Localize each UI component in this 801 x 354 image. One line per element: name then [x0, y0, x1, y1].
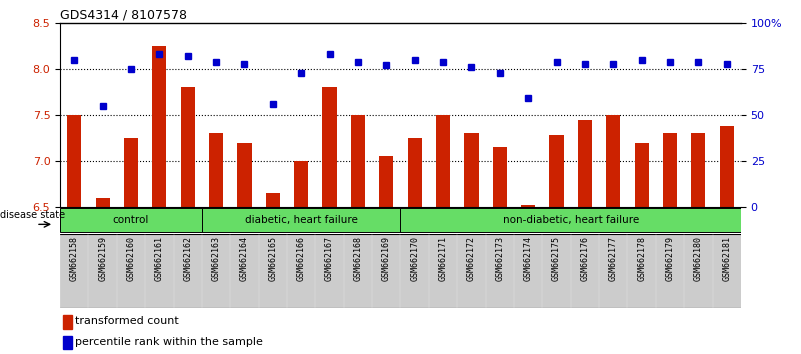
- Text: GSM662176: GSM662176: [581, 236, 590, 281]
- Text: GSM662180: GSM662180: [694, 236, 702, 281]
- Text: disease state: disease state: [1, 210, 66, 220]
- Bar: [63, 315, 71, 329]
- Bar: [521, 205, 535, 207]
- Text: GSM662175: GSM662175: [552, 236, 561, 281]
- Bar: [549, 135, 564, 207]
- Bar: [209, 133, 223, 207]
- Text: GSM662164: GSM662164: [240, 236, 249, 281]
- Text: GSM662173: GSM662173: [495, 236, 505, 281]
- Text: GSM662170: GSM662170: [410, 236, 419, 281]
- Bar: [67, 115, 82, 207]
- Text: GSM662177: GSM662177: [609, 236, 618, 281]
- Bar: [152, 46, 167, 207]
- Text: GSM662168: GSM662168: [353, 236, 362, 281]
- Bar: [294, 161, 308, 207]
- Text: GSM662169: GSM662169: [382, 236, 391, 281]
- Text: GSM662174: GSM662174: [524, 236, 533, 281]
- Text: GSM662166: GSM662166: [296, 236, 306, 281]
- Bar: [202, 209, 400, 232]
- Text: GSM662160: GSM662160: [127, 236, 135, 281]
- Bar: [465, 133, 478, 207]
- Bar: [663, 133, 677, 207]
- Bar: [95, 198, 110, 207]
- Text: GSM662162: GSM662162: [183, 236, 192, 281]
- Bar: [323, 87, 336, 207]
- Text: GSM662179: GSM662179: [666, 236, 674, 281]
- Bar: [578, 120, 592, 207]
- Text: GSM662159: GSM662159: [99, 236, 107, 281]
- Text: GSM662163: GSM662163: [211, 236, 220, 281]
- Bar: [719, 126, 734, 207]
- Text: GSM662172: GSM662172: [467, 236, 476, 281]
- Text: GSM662158: GSM662158: [70, 236, 78, 281]
- Text: GSM662161: GSM662161: [155, 236, 164, 281]
- Text: GSM662181: GSM662181: [723, 236, 731, 281]
- Bar: [124, 138, 138, 207]
- Text: non-diabetic, heart failure: non-diabetic, heart failure: [502, 215, 639, 225]
- Text: GSM662178: GSM662178: [637, 236, 646, 281]
- Bar: [493, 147, 507, 207]
- Text: GSM662167: GSM662167: [325, 236, 334, 281]
- Text: control: control: [113, 215, 149, 225]
- Bar: [181, 87, 195, 207]
- Bar: [351, 115, 365, 207]
- Bar: [606, 115, 620, 207]
- Text: GSM662165: GSM662165: [268, 236, 277, 281]
- Text: transformed count: transformed count: [75, 316, 179, 326]
- Bar: [63, 336, 71, 349]
- Text: GDS4314 / 8107578: GDS4314 / 8107578: [60, 9, 187, 22]
- Bar: [266, 193, 280, 207]
- Text: GSM662171: GSM662171: [439, 236, 448, 281]
- Text: percentile rank within the sample: percentile rank within the sample: [75, 337, 263, 347]
- Text: diabetic, heart failure: diabetic, heart failure: [245, 215, 358, 225]
- Bar: [379, 156, 393, 207]
- Bar: [408, 138, 422, 207]
- Bar: [400, 209, 741, 232]
- Bar: [60, 209, 202, 232]
- Bar: [691, 133, 706, 207]
- Bar: [436, 115, 450, 207]
- Bar: [634, 143, 649, 207]
- Bar: [237, 143, 252, 207]
